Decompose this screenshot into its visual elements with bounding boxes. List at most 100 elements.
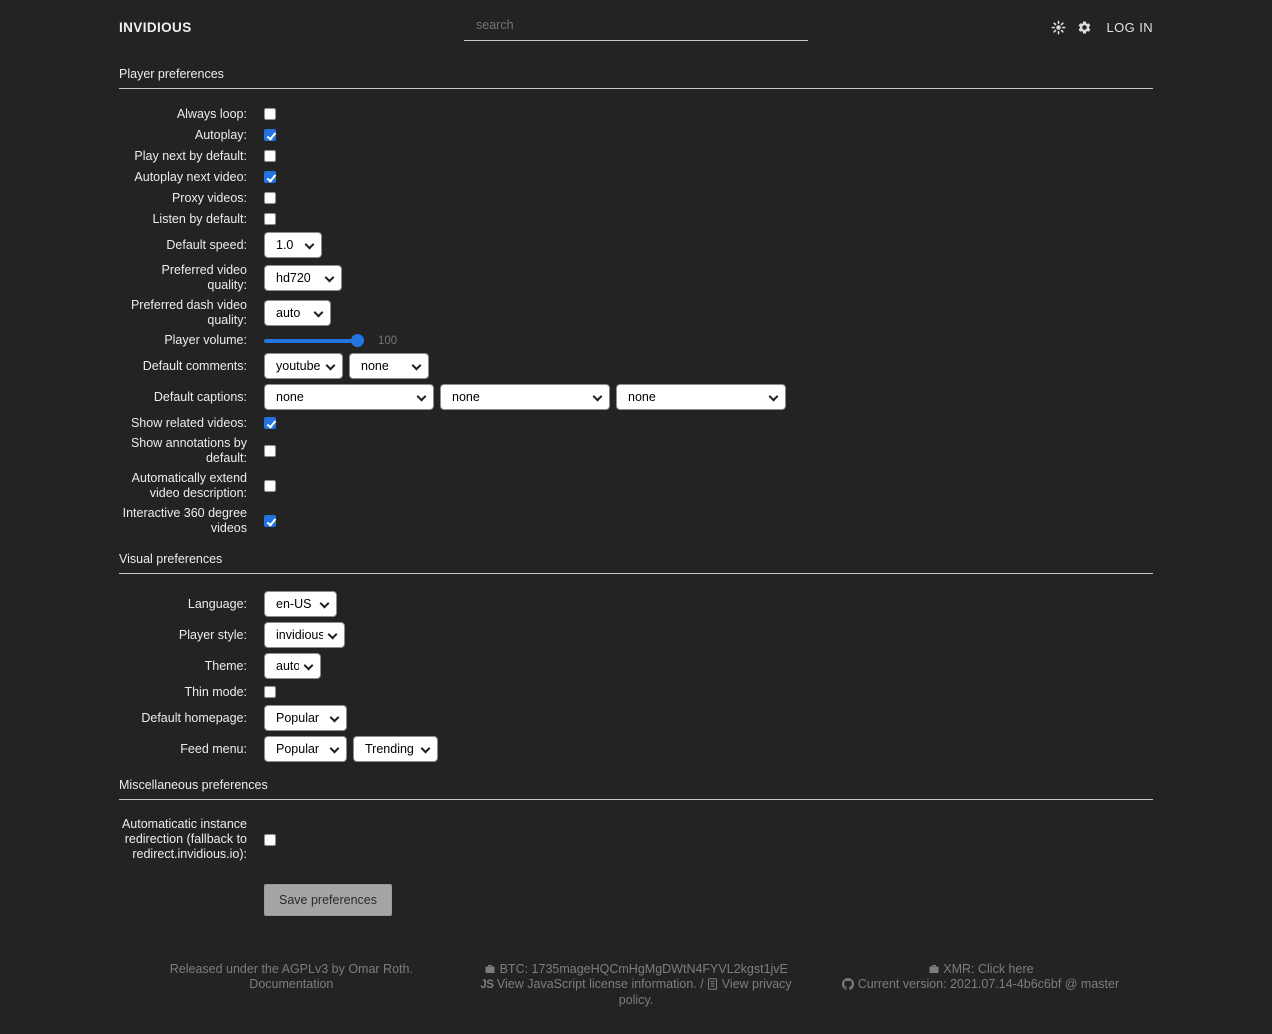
player-style-label: Player style: (178, 627, 247, 642)
autoplay-checkbox[interactable] (264, 129, 276, 141)
player-volume-label: Player volume: (164, 333, 247, 347)
visual-preferences-heading: Visual preferences (119, 552, 1153, 574)
extend-description-checkbox[interactable] (264, 480, 276, 492)
dash-quality-select[interactable]: auto (264, 300, 331, 326)
wallet-icon (484, 963, 496, 975)
javascript-icon: JS (480, 979, 494, 991)
pref-row-video-quality: Preferred video quality: hd720 (119, 263, 1153, 293)
pref-row-default-comments: Default comments: youtube none (119, 353, 1153, 379)
comments-source-2-select[interactable]: none (349, 353, 429, 379)
pref-row-default-homepage: Default homepage: Popular (119, 705, 1153, 731)
play-next-checkbox[interactable] (264, 150, 276, 162)
listen-default-checkbox[interactable] (264, 213, 276, 225)
footer-license-column: Released under the AGPLv3 by Omar Roth. … (119, 962, 464, 992)
save-preferences-button[interactable]: Save preferences (264, 884, 392, 916)
page-footer: Released under the AGPLv3 by Omar Roth. … (119, 946, 1153, 1034)
proxy-videos-label: Proxy videos: (171, 190, 247, 205)
pref-row-related-videos: Show related videos: (119, 415, 1153, 431)
footer-released-text: Released under the AGPLv3 by Omar Roth. (169, 962, 413, 976)
pref-row-extend-description: Automatically extend video description: (119, 471, 1153, 501)
pref-row-always-loop: Always loop: (119, 106, 1153, 122)
pref-row-auto-redirect: Automaticatic instance redirection (fall… (119, 817, 1153, 862)
auto-redirect-checkbox[interactable] (264, 833, 276, 846)
auto-redirect-label: Automaticatic instance redirection (fall… (121, 817, 247, 861)
js-license-link[interactable]: View JavaScript license information. (496, 977, 697, 991)
pref-row-listen-default: Listen by default: (119, 211, 1153, 227)
autoplay-next-label: Autoplay next video: (134, 169, 247, 184)
always-loop-label: Always loop: (176, 106, 247, 121)
language-select[interactable]: en-US (264, 591, 337, 617)
gear-icon[interactable] (1077, 20, 1092, 35)
extend-description-label: Automatically extend video description: (131, 471, 247, 500)
visual-preferences-section: Language: en-US Player style: invidious … (119, 574, 1153, 762)
search-input[interactable] (464, 13, 808, 41)
annotations-checkbox[interactable] (264, 445, 276, 457)
player-style-select[interactable]: invidious (264, 622, 345, 648)
brand-logo[interactable]: INVIDIOUS (119, 19, 192, 35)
pref-row-play-next: Play next by default: (119, 148, 1153, 164)
video-quality-select[interactable]: hd720 (264, 265, 342, 291)
captions-1-select[interactable]: none (264, 384, 434, 410)
pref-row-theme: Theme: auto (119, 653, 1153, 679)
top-navigation-bar: INVIDIOUS LOG IN (119, 0, 1153, 51)
captions-2-select[interactable]: none (440, 384, 610, 410)
version-text: Current version: 2021.07.14-4b6c6bf @ ma… (857, 977, 1120, 991)
play-next-label: Play next by default: (134, 148, 247, 163)
player-preferences-heading: Player preferences (119, 67, 1153, 89)
btc-address-text: BTC: 1735mageHQCmHgMgDWtN4FYVL2kgst1jvE (499, 962, 788, 976)
document-icon (707, 978, 718, 990)
proxy-videos-checkbox[interactable] (264, 192, 276, 204)
pref-row-autoplay: Autoplay: (119, 127, 1153, 143)
player-volume-value: 100 (378, 334, 398, 347)
player-volume-slider[interactable] (264, 334, 364, 347)
player-preferences-section: Always loop: Autoplay: Play next by defa… (119, 89, 1153, 536)
related-videos-label: Show related videos: (130, 415, 247, 430)
default-speed-select[interactable]: 1.0 (264, 232, 322, 258)
vr360-checkbox[interactable] (264, 515, 276, 527)
pref-row-autoplay-next: Autoplay next video: (119, 169, 1153, 185)
pref-row-thin-mode: Thin mode: (119, 684, 1153, 700)
xmr-link[interactable]: XMR: Click here (943, 962, 1034, 976)
feed-menu-label: Feed menu: (180, 741, 247, 756)
vr360-label: Interactive 360 degree videos (122, 506, 247, 535)
pref-row-default-captions: Default captions: none none none (119, 384, 1153, 410)
wallet-icon (928, 963, 940, 975)
pref-row-player-style: Player style: invidious (119, 622, 1153, 648)
pref-row-feed-menu: Feed menu: Popular Trending (119, 736, 1153, 762)
related-videos-checkbox[interactable] (264, 417, 276, 429)
pref-row-vr360: Interactive 360 degree videos (119, 506, 1153, 536)
sun-icon[interactable] (1051, 20, 1066, 35)
theme-label: Theme: (204, 658, 247, 673)
dash-quality-label: Preferred dash video quality: (130, 298, 247, 327)
default-homepage-select[interactable]: Popular (264, 705, 347, 731)
language-label: Language: (187, 596, 247, 611)
privacy-policy-link[interactable]: View privacy policy. (618, 977, 792, 1007)
feed-menu-2-select[interactable]: Trending (353, 736, 438, 762)
thin-mode-checkbox[interactable] (264, 686, 276, 698)
default-captions-label: Default captions: (153, 389, 247, 404)
pref-row-annotations: Show annotations by default: (119, 436, 1153, 466)
misc-preferences-section: Automaticatic instance redirection (fall… (119, 800, 1153, 862)
autoplay-next-checkbox[interactable] (264, 171, 276, 183)
pref-row-language: Language: en-US (119, 591, 1153, 617)
misc-preferences-heading: Miscellaneous preferences (119, 778, 1153, 800)
pref-row-default-speed: Default speed: 1.0 (119, 232, 1153, 258)
autoplay-label: Autoplay: (194, 127, 247, 142)
always-loop-checkbox[interactable] (264, 108, 276, 120)
captions-3-select[interactable]: none (616, 384, 786, 410)
default-comments-label: Default comments: (142, 358, 247, 373)
listen-default-label: Listen by default: (152, 211, 247, 226)
login-link[interactable]: LOG IN (1106, 19, 1153, 35)
pref-row-dash-quality: Preferred dash video quality: auto (119, 298, 1153, 328)
documentation-link[interactable]: Documentation (249, 977, 334, 991)
video-quality-label: Preferred video quality: (161, 263, 247, 292)
preferences-page: INVIDIOUS LOG IN Player (119, 0, 1153, 1034)
comments-source-1-select[interactable]: youtube (264, 353, 343, 379)
default-speed-label: Default speed: (166, 237, 247, 252)
theme-select[interactable]: auto (264, 653, 321, 679)
footer-version-column: XMR: Click here Current version: 2021.07… (808, 962, 1153, 992)
pref-row-proxy-videos: Proxy videos: (119, 190, 1153, 206)
thin-mode-label: Thin mode: (184, 684, 247, 699)
annotations-label: Show annotations by default: (130, 436, 247, 465)
feed-menu-1-select[interactable]: Popular (264, 736, 347, 762)
